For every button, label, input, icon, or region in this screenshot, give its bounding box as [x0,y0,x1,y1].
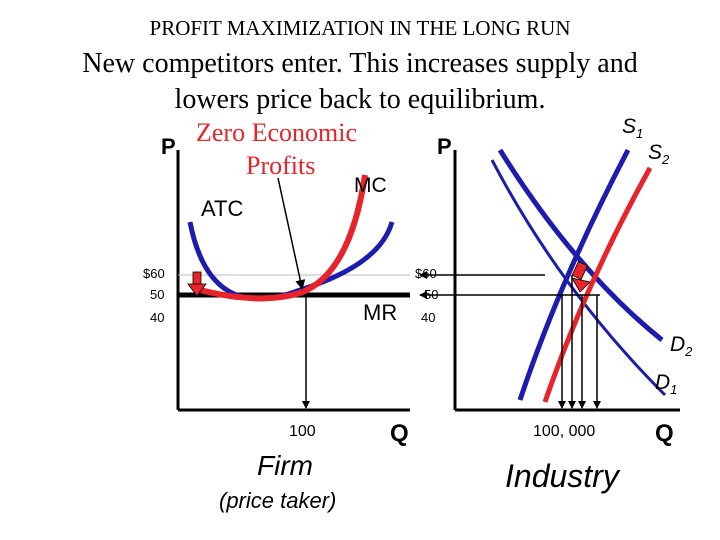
s2-label-main: S [648,141,663,164]
zero-profit-pointer-arrow [277,177,306,290]
s2-label: S2 [648,141,669,167]
firm-quantity-tick: 100 [289,423,316,440]
mr-label: MR [363,300,398,325]
slide-subtitle-line-1: New competitors enter. This increases su… [82,48,638,79]
industry-price-tick-50: 50 [424,287,439,302]
industry-price-tick-60: $60 [415,266,437,281]
industry-y-axis-label: P [437,134,452,159]
firm-y-axis-label: P [161,134,176,159]
d2-label-sub: 2 [685,344,693,360]
firm-x-axis-label: Q [390,420,409,447]
industry-s2-curve [542,166,653,403]
s1-label-main: S [622,115,637,138]
firm-caption-sub: (price taker) [219,488,337,513]
slide-subtitle-line-2: lowers price back to equilibrium. [174,84,546,115]
firm-mc-curve [199,174,368,302]
profits-annotation: Profits [246,151,316,180]
firm-price-tick-60: $60 [143,266,165,281]
firm-caption: Firm [257,450,313,481]
s1-label: S1 [622,115,643,141]
industry-quantity-tick: 100, 000 [533,423,596,440]
d1-label-main: D [655,371,671,394]
firm-price-tick-50: 50 [150,287,165,302]
d2-label-main: D [670,333,686,356]
industry-price-tick-40: 40 [421,310,436,325]
s2-label-sub: 2 [662,152,670,168]
industry-s1-curve [517,148,631,401]
mc-label: MC [354,174,387,197]
slide-title: PROFIT MAXIMIZATION IN THE LONG RUN [149,16,571,40]
s1-label-sub: 1 [636,126,644,142]
atc-label: ATC [201,196,244,221]
d2-label: D2 [670,333,692,359]
firm-price-drop-arrow [187,271,207,297]
industry-d1-curve [490,159,667,397]
firm-atc-curve [187,221,395,302]
industry-x-axis-label: Q [655,420,674,447]
d1-label-sub: 1 [670,382,678,398]
industry-caption: Industry [505,458,619,494]
industry-supply-shift-arrow [571,261,591,293]
d1-label: D1 [655,371,677,397]
zero-economic-annotation: Zero Economic [196,118,357,147]
firm-price-tick-40: 40 [150,310,165,325]
